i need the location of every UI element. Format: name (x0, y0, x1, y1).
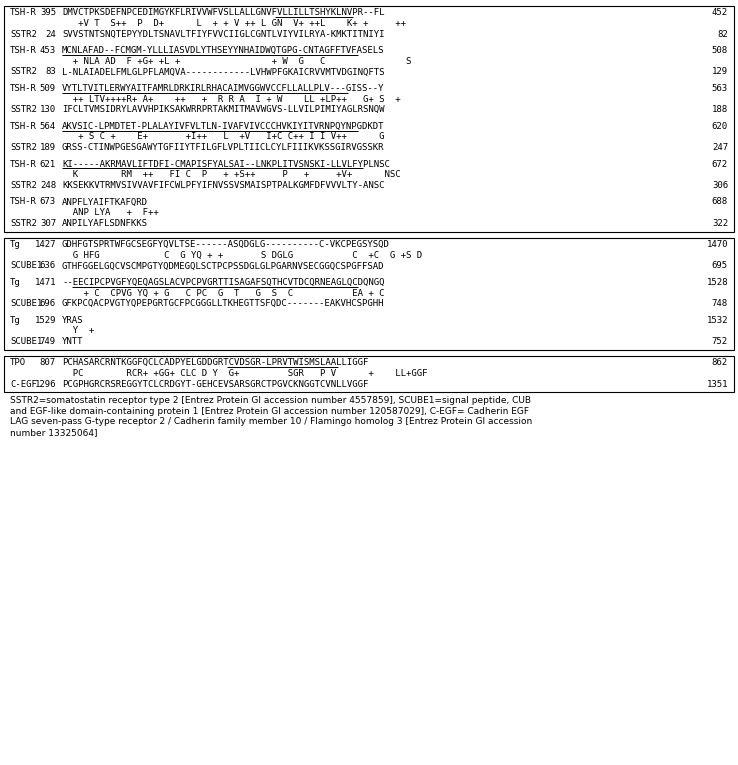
Text: KI-----AKRMAVLIFTDFI-CMAPISFYALSAI--LNKPLITVSNSKI-LLVLFYPLNSC: KI-----AKRMAVLIFTDFI-CMAPISFYALSAI--LNKP… (62, 160, 390, 168)
Text: 452: 452 (712, 8, 728, 17)
Text: VYTLTVITLERWYAITFAMRLDRKIRLRHACAIMVGGWVCCFLLALLPLV---GISS--Y: VYTLTVITLERWYAITFAMRLDRKIRLRHACAIMVGGWVC… (62, 84, 384, 93)
Text: PCHASARCRNTKGGFQCLCADPYELGDDGRTCVDSGR-LPRVTWISMSLAALLIGGF: PCHASARCRNTKGGFQCLCADPYELGDDGRTCVDSGR-LP… (62, 358, 368, 367)
Text: 307: 307 (40, 219, 56, 228)
Text: IFCLTVMSIDRYLAVVHPIKSAKWRRPRTAKMITMAVWGVS-LLVILPIMIYAGLRSNQW: IFCLTVMSIDRYLAVVHPIKSAKWRRPRTAKMITMAVWGV… (62, 106, 384, 115)
Text: SSTR2: SSTR2 (10, 106, 37, 115)
Text: 748: 748 (712, 299, 728, 308)
Text: GFKPCQACPVGTYQPEPGRTGCFPCGGGLLTKHEGTTSFQDC-------EAKVHCSPGHH: GFKPCQACPVGTYQPEPGRTGCFPCGGGLLTKHEGTTSFQ… (62, 299, 384, 308)
Text: Tg: Tg (10, 316, 21, 324)
Text: 1528: 1528 (706, 278, 728, 287)
Text: 673: 673 (40, 197, 56, 207)
Text: YRAS: YRAS (62, 316, 83, 324)
Text: TSH-R: TSH-R (10, 46, 37, 55)
Text: ANPFLYAIFTKAFQRD: ANPFLYAIFTKAFQRD (62, 197, 148, 207)
Text: Tg: Tg (10, 240, 21, 249)
Text: + S C +    E+       +I++   L  +V   I+C C++ I I V++      G: + S C + E+ +I++ L +V I+C C++ I I V++ G (62, 132, 384, 142)
Text: 1532: 1532 (706, 316, 728, 324)
Bar (4, 356, 734, 392)
Text: TSH-R: TSH-R (10, 84, 37, 93)
Text: 620: 620 (712, 122, 728, 131)
Text: 1471: 1471 (35, 278, 56, 287)
Text: C-EGF: C-EGF (10, 379, 37, 389)
Text: 621: 621 (40, 160, 56, 168)
Text: K        RM  ++   FI C  P   + +S++     P   +     +V+      NSC: K RM ++ FI C P + +S++ P + +V+ NSC (62, 171, 401, 180)
Text: MCNLAFAD--FCMGM-YLLLIASVDLYTHSEYYNHAIDWQTGPG-CNTAGFFTVFASELS: MCNLAFAD--FCMGM-YLLLIASVDLYTHSEYYNHAIDWQ… (62, 46, 384, 55)
Text: PCGPHGRCRSREGGYTCLCRDGYT-GEHCEVSARSGRCTPGVCKNGGTCVNLLVGGF: PCGPHGRCRSREGGYTCLCRDGYT-GEHCEVSARSGRCTP… (62, 379, 368, 389)
Text: 862: 862 (712, 358, 728, 367)
Text: 306: 306 (712, 181, 728, 190)
Text: 1296: 1296 (35, 379, 56, 389)
Text: GRSS-CTINWPGESGAWYTGFIIYTFILGFLVPLTIICLCYLFIIIKVKSSGIRVGSSKR: GRSS-CTINWPGESGAWYTGFIIYTFILGFLVPLTIICLC… (62, 143, 384, 152)
Text: SSTR2=somatostatin receptor type 2 [Entrez Protein GI accession number 4557859],: SSTR2=somatostatin receptor type 2 [Entr… (10, 396, 532, 437)
Text: 322: 322 (712, 219, 728, 228)
Text: TSH-R: TSH-R (10, 122, 37, 131)
Text: TSH-R: TSH-R (10, 160, 37, 168)
Text: 509: 509 (40, 84, 56, 93)
Text: KKSEKKVTRMVSIVVAVFIFCWLPFYIFNVSSVSMAISPTPALKGMFDFVVVLTY-ANSC: KKSEKKVTRMVSIVVAVFIFCWLPFYIFNVSSVSMAISPT… (62, 181, 384, 190)
Bar (4, 238, 734, 350)
Text: 636: 636 (40, 262, 56, 271)
Text: 807: 807 (40, 358, 56, 367)
Text: 83: 83 (45, 67, 56, 76)
Text: G HFG            C  G YQ + +       S DGLG           C  +C  G +S D: G HFG C G YQ + + S DGLG C +C G +S D (62, 251, 422, 259)
Text: ANP LYA   +  F++: ANP LYA + F++ (62, 208, 159, 217)
Text: 672: 672 (712, 160, 728, 168)
Text: 453: 453 (40, 46, 56, 55)
Text: SVVSTNTSNQTEPYYDLTSNAVLTFIYFVVCIIGLCGNTLVIYVILRYA-KMKTITNIYI: SVVSTNTSNQTEPYYDLTSNAVLTFIYFVVCIIGLCGNTL… (62, 30, 384, 38)
Text: PC        RCR+ +GG+ CLC D Y  G+         SGR   P V      +    LL+GGF: PC RCR+ +GG+ CLC D Y G+ SGR P V + LL+GGF (62, 369, 427, 378)
Text: TSH-R: TSH-R (10, 8, 37, 17)
Text: ++ LTV++++R+ A+    ++   +  R R A  I + W    LL +LP++   G+ S  +: ++ LTV++++R+ A+ ++ + R R A I + W LL +LP+… (62, 95, 401, 103)
Text: 696: 696 (40, 299, 56, 308)
Text: SSTR2: SSTR2 (10, 219, 37, 228)
Text: 1427: 1427 (35, 240, 56, 249)
Text: 248: 248 (40, 181, 56, 190)
Text: 24: 24 (45, 30, 56, 38)
Text: +V T  S++  P  D+      L  + + V ++ L GN  V+ ++L    K+ +     ++: +V T S++ P D+ L + + V ++ L GN V+ ++L K+ … (62, 19, 406, 28)
Text: + C  CPVG YQ + G   C PC  G  T   G  S  C           EA + C: + C CPVG YQ + G C PC G T G S C EA + C (62, 288, 384, 298)
Text: 82: 82 (717, 30, 728, 38)
Text: 129: 129 (712, 67, 728, 76)
Text: 563: 563 (712, 84, 728, 93)
Text: YNTT: YNTT (62, 337, 83, 347)
Text: SSTR2: SSTR2 (10, 30, 37, 38)
Text: 749: 749 (40, 337, 56, 347)
Text: 564: 564 (40, 122, 56, 131)
Text: SSTR2: SSTR2 (10, 143, 37, 152)
Text: SCUBE1: SCUBE1 (10, 262, 42, 271)
Text: DMVCTPKSDEFNPCEDIMGYKFLRIVVWFVSLLALLGNVFVLLILLTSHYKLNVPR--FL: DMVCTPKSDEFNPCEDIMGYKFLRIVVWFVSLLALLGNVF… (62, 8, 384, 17)
Text: --EECIPCPVGFYQEQAGSLACVPCPVGRTTISAGAFSQTHCVTDCQRNEAGLQCDQNGQ: --EECIPCPVGFYQEQAGSLACVPCPVGRTTISAGAFSQT… (62, 278, 384, 287)
Bar (4, 6, 734, 232)
Text: ANPILYAFLSDNFKKS: ANPILYAFLSDNFKKS (62, 219, 148, 228)
Text: L-NLAIADELFMLGLPFLAMQVA------------LVHWPFGKAICRVVMTVDGINQFTS: L-NLAIADELFMLGLPFLAMQVA------------LVHWP… (62, 67, 384, 76)
Text: 688: 688 (712, 197, 728, 207)
Text: 752: 752 (712, 337, 728, 347)
Text: 508: 508 (712, 46, 728, 55)
Text: 130: 130 (40, 106, 56, 115)
Text: 695: 695 (712, 262, 728, 271)
Text: SCUBE1: SCUBE1 (10, 299, 42, 308)
Text: GTHFGGELGQCVSCMPGTYQDMEGQLSCTPCPSSDGLGLPGARNVSECGGQCSPGFFSAD: GTHFGGELGQCVSCMPGTYQDMEGQLSCTPCPSSDGLGLP… (62, 262, 384, 271)
Text: GDHFGTSPRTWFGCSEGFYQVLTSE------ASQDGLG----------C-VKCPEGSYSQD: GDHFGTSPRTWFGCSEGFYQVLTSE------ASQDGLG--… (62, 240, 390, 249)
Text: TPO: TPO (10, 358, 26, 367)
Text: SSTR2: SSTR2 (10, 181, 37, 190)
Text: SSTR2: SSTR2 (10, 67, 37, 76)
Text: 1529: 1529 (35, 316, 56, 324)
Text: 189: 189 (40, 143, 56, 152)
Text: + NLA AD  F +G+ +L +                 + W  G   C               S: + NLA AD F +G+ +L + + W G C S (62, 57, 411, 66)
Text: 188: 188 (712, 106, 728, 115)
Text: Y  +: Y + (62, 327, 94, 336)
Text: 395: 395 (40, 8, 56, 17)
Text: Tg: Tg (10, 278, 21, 287)
Text: SCUBE1: SCUBE1 (10, 337, 42, 347)
Text: TSH-R: TSH-R (10, 197, 37, 207)
Text: 1470: 1470 (706, 240, 728, 249)
Text: 1351: 1351 (706, 379, 728, 389)
Text: AKVSIC-LPMDTET-PLALAYIVFVLTLN-IVAFVIVCCCHVKIYITVRNPQYNPGDKDT: AKVSIC-LPMDTET-PLALAYIVFVLTLN-IVAFVIVCCC… (62, 122, 384, 131)
Text: 247: 247 (712, 143, 728, 152)
